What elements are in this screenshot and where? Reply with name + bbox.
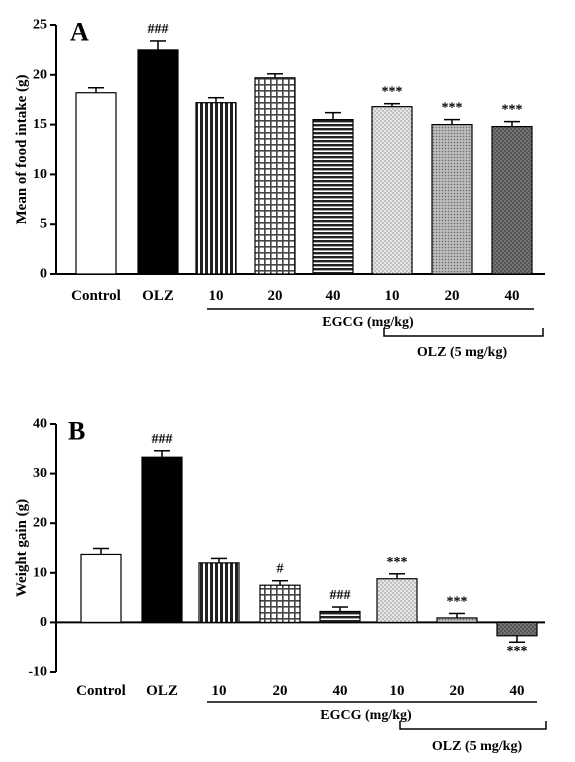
y-axis-label: Mean of food intake (g): [14, 75, 30, 225]
category-label: 40: [510, 683, 525, 699]
significance-label: ***: [447, 594, 468, 609]
y-tick-label: 0: [40, 615, 47, 630]
significance-label: ***: [507, 644, 528, 659]
panel-label: A: [70, 17, 89, 46]
significance-label: ###: [330, 588, 351, 603]
category-label: 20: [268, 288, 283, 304]
category-label: 10: [209, 288, 224, 304]
panel-label: B: [68, 416, 85, 445]
y-tick-label: 25: [33, 18, 47, 33]
bar: [137, 49, 179, 275]
significance-label: ***: [502, 103, 523, 118]
y-axis-label: Weight gain (g): [14, 499, 30, 597]
category-label: OLZ: [142, 288, 174, 304]
category-label: 20: [450, 683, 465, 699]
y-tick-label: 10: [33, 565, 47, 580]
bar: [254, 77, 296, 275]
significance-label: ***: [442, 101, 463, 116]
bar: [371, 106, 413, 275]
category-label: 20: [445, 288, 460, 304]
bar: [491, 125, 533, 275]
y-tick-label: 30: [33, 466, 47, 481]
category-label: 10: [390, 683, 405, 699]
category-label: 40: [326, 288, 341, 304]
y-tick-label: 20: [33, 67, 47, 82]
bar: [259, 584, 301, 624]
bar: [376, 578, 418, 624]
egcg-group-label: EGCG (mg/kg): [322, 315, 414, 330]
category-label: Control: [71, 288, 121, 304]
y-tick-label: 10: [33, 167, 47, 182]
category-label: 10: [212, 683, 227, 699]
significance-label: #: [277, 562, 284, 577]
y-tick-label: 0: [40, 267, 47, 282]
olz-group-label: OLZ (5 mg/kg): [432, 739, 523, 754]
significance-label: ###: [148, 22, 169, 37]
olz-group-label: OLZ (5 mg/kg): [417, 345, 508, 360]
bar: [80, 553, 122, 624]
category-label: 40: [505, 288, 520, 304]
bar: [141, 456, 183, 623]
y-tick-label: 20: [33, 516, 47, 531]
significance-label: ###: [152, 432, 173, 447]
category-label: 20: [273, 683, 288, 699]
olz-group-bracket: [399, 721, 547, 730]
category-label: Control: [76, 683, 126, 699]
significance-label: ***: [387, 555, 408, 570]
bar: [319, 610, 361, 623]
category-label: 40: [333, 683, 348, 699]
category-label: 10: [385, 288, 400, 304]
bar: [198, 562, 240, 624]
olz-group-bracket: [383, 328, 544, 337]
bar: [436, 617, 478, 623]
significance-label: ***: [382, 85, 403, 100]
y-tick-label: -10: [28, 665, 47, 680]
category-label: OLZ: [146, 683, 178, 699]
y-tick-label: 15: [33, 117, 47, 132]
bar: [312, 119, 354, 275]
y-tick-label: 5: [40, 217, 47, 232]
bar: [496, 621, 538, 637]
egcg-group-label: EGCG (mg/kg): [320, 708, 412, 723]
bar: [195, 102, 237, 275]
bar: [75, 92, 117, 275]
bar: [431, 123, 473, 275]
y-tick-label: 40: [33, 417, 47, 432]
